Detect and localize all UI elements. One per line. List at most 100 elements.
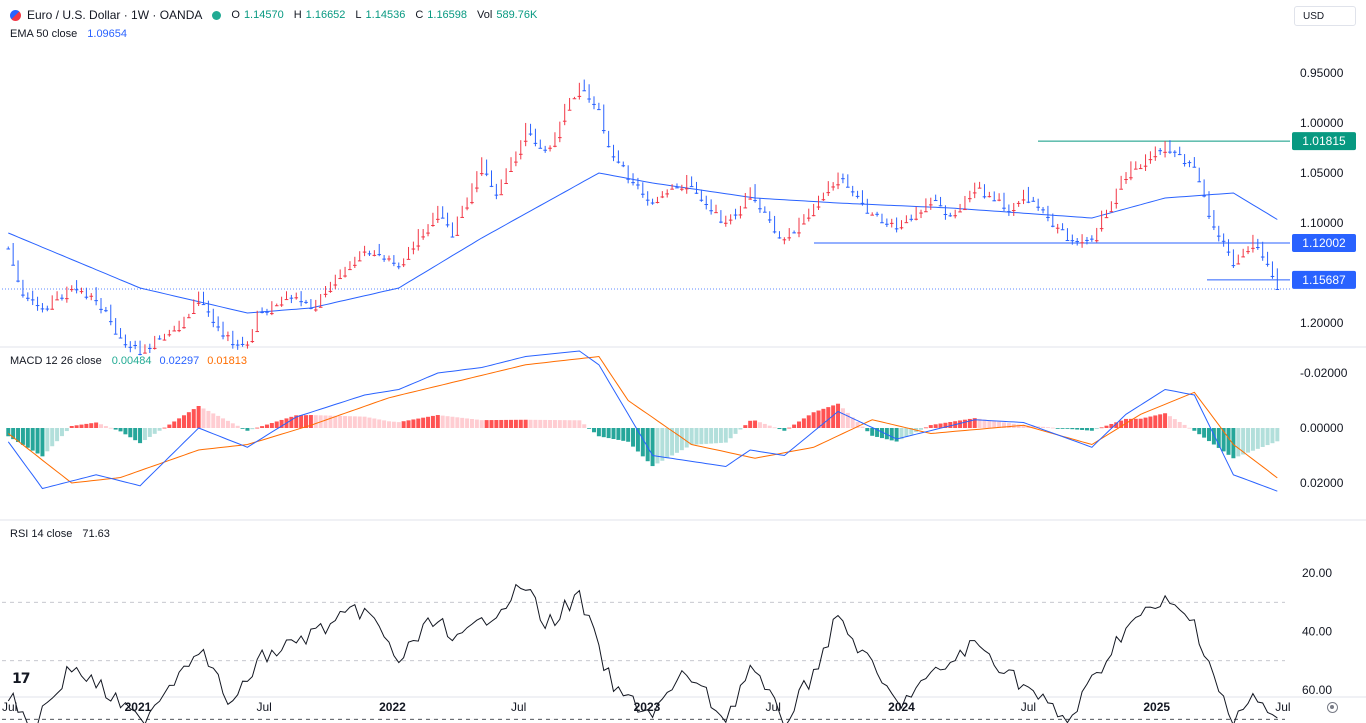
time-tick-label: 2024 (888, 700, 915, 714)
macd-histogram-bar (196, 406, 201, 428)
candle-body (1070, 240, 1075, 242)
macd-hist-value: 0.00484 (111, 355, 152, 367)
macd-histogram-bar (245, 428, 250, 431)
candle-body (455, 234, 460, 236)
rsi-legend[interactable]: RSI 14 close 71.63 (10, 528, 110, 540)
macd-histogram-bar (1216, 428, 1221, 448)
macd-histogram-bar (74, 425, 79, 428)
macd-histogram-bar (1260, 428, 1265, 447)
candle-body (138, 353, 142, 355)
candle-body (675, 187, 679, 189)
macd-histogram-bar (909, 428, 914, 435)
macd-histogram-bar (108, 427, 113, 429)
ohlc-open-value: 1.14570 (243, 9, 284, 21)
candle-body (299, 301, 303, 303)
candle-body (35, 305, 40, 307)
macd-histogram-bar (562, 420, 567, 428)
rsi-tick-label: 20.00 (1302, 566, 1332, 580)
price-tick-label: 1.20000 (1300, 316, 1344, 330)
macd-histogram-bar (1177, 422, 1182, 428)
currency-selector[interactable]: USD (1294, 6, 1356, 26)
macd-line-value: 0.02297 (159, 355, 200, 367)
candle-body (562, 120, 567, 122)
candle-body (611, 156, 616, 158)
macd-histogram-bar (460, 417, 465, 428)
candle-body (279, 304, 284, 306)
tradingview-logo[interactable]: 17 (12, 671, 31, 687)
macd-histogram-bar (1055, 428, 1060, 429)
macd-histogram-bar (753, 420, 758, 428)
macd-histogram-bar (138, 428, 143, 444)
macd-histogram-bar (40, 428, 45, 457)
candle-body (694, 192, 699, 194)
candle-body (909, 218, 914, 220)
macd-histogram-bar (450, 416, 455, 428)
settings-icon[interactable] (1327, 702, 1338, 713)
macd-histogram-bar (250, 428, 255, 430)
candle-body (816, 206, 821, 208)
macd-histogram-bar (362, 416, 367, 428)
macd-histogram-bar (1270, 428, 1275, 444)
macd-histogram-bar (616, 428, 621, 440)
candle-body (743, 207, 748, 209)
candle-body (992, 200, 997, 202)
candle-body (924, 211, 928, 213)
candle-body (641, 193, 645, 195)
ohlc-open-key: O (231, 9, 240, 21)
macd-histogram-bar (367, 417, 372, 428)
time-tick-label: Jul (257, 700, 272, 714)
candle-body (270, 313, 274, 315)
symbol-title[interactable]: Euro / U.S. Dollar · 1W · OANDA (27, 8, 203, 22)
macd-histogram-bar (757, 422, 762, 428)
candle-body (74, 289, 79, 291)
eurusd-flag-icon (10, 9, 21, 21)
candle-body (304, 301, 308, 303)
candle-body (255, 331, 260, 333)
macd-histogram-bar (1036, 426, 1041, 428)
candle-body (1041, 209, 1045, 211)
candle-body (1119, 188, 1123, 190)
macd-histogram-bar (1211, 428, 1216, 445)
ema-legend[interactable]: EMA 50 close 1.09654 (10, 28, 127, 40)
macd-histogram-bar (1075, 428, 1080, 430)
candle-body (6, 248, 11, 250)
macd-histogram-bar (279, 419, 284, 428)
candle-body (709, 210, 713, 212)
macd-histogram-bar (201, 408, 206, 428)
candle-body (128, 346, 133, 348)
candle-body (1270, 275, 1275, 277)
macd-histogram-bar (157, 428, 162, 431)
macd-histogram-bar (469, 419, 474, 428)
candle-body (792, 232, 796, 234)
macd-histogram-bar (962, 419, 967, 428)
macd-histogram-bar (738, 428, 743, 430)
macd-legend[interactable]: MACD 12 26 close 0.00484 0.02297 0.01813 (10, 355, 247, 367)
candle-body (797, 232, 801, 234)
candle-body (767, 219, 772, 221)
macd-histogram-bar (1109, 423, 1114, 428)
macd-histogram-bar (689, 428, 694, 445)
macd-histogram-bar (55, 428, 60, 442)
candle-body (323, 293, 328, 295)
candle-body (240, 343, 245, 345)
candle-body (216, 326, 220, 328)
macd-histogram-bar (206, 410, 211, 428)
macd-histogram-bar (343, 416, 348, 428)
macd-histogram-bar (845, 412, 850, 428)
macd-histogram-bar (1172, 419, 1177, 428)
macd-histogram-bar (567, 420, 572, 428)
candle-body (25, 297, 30, 299)
candle-body (118, 337, 123, 339)
candle-body (353, 264, 357, 266)
candle-body (196, 302, 201, 304)
macd-histogram-bar (836, 403, 841, 428)
candle-body (94, 300, 98, 302)
price-label-text: 1.12002 (1302, 236, 1346, 250)
macd-histogram-bar (850, 417, 855, 428)
macd-histogram-bar (147, 428, 152, 437)
candle-body (226, 335, 230, 337)
candle-body (777, 237, 782, 239)
candle-body (1114, 202, 1119, 204)
macd-histogram-bar (1138, 418, 1143, 428)
